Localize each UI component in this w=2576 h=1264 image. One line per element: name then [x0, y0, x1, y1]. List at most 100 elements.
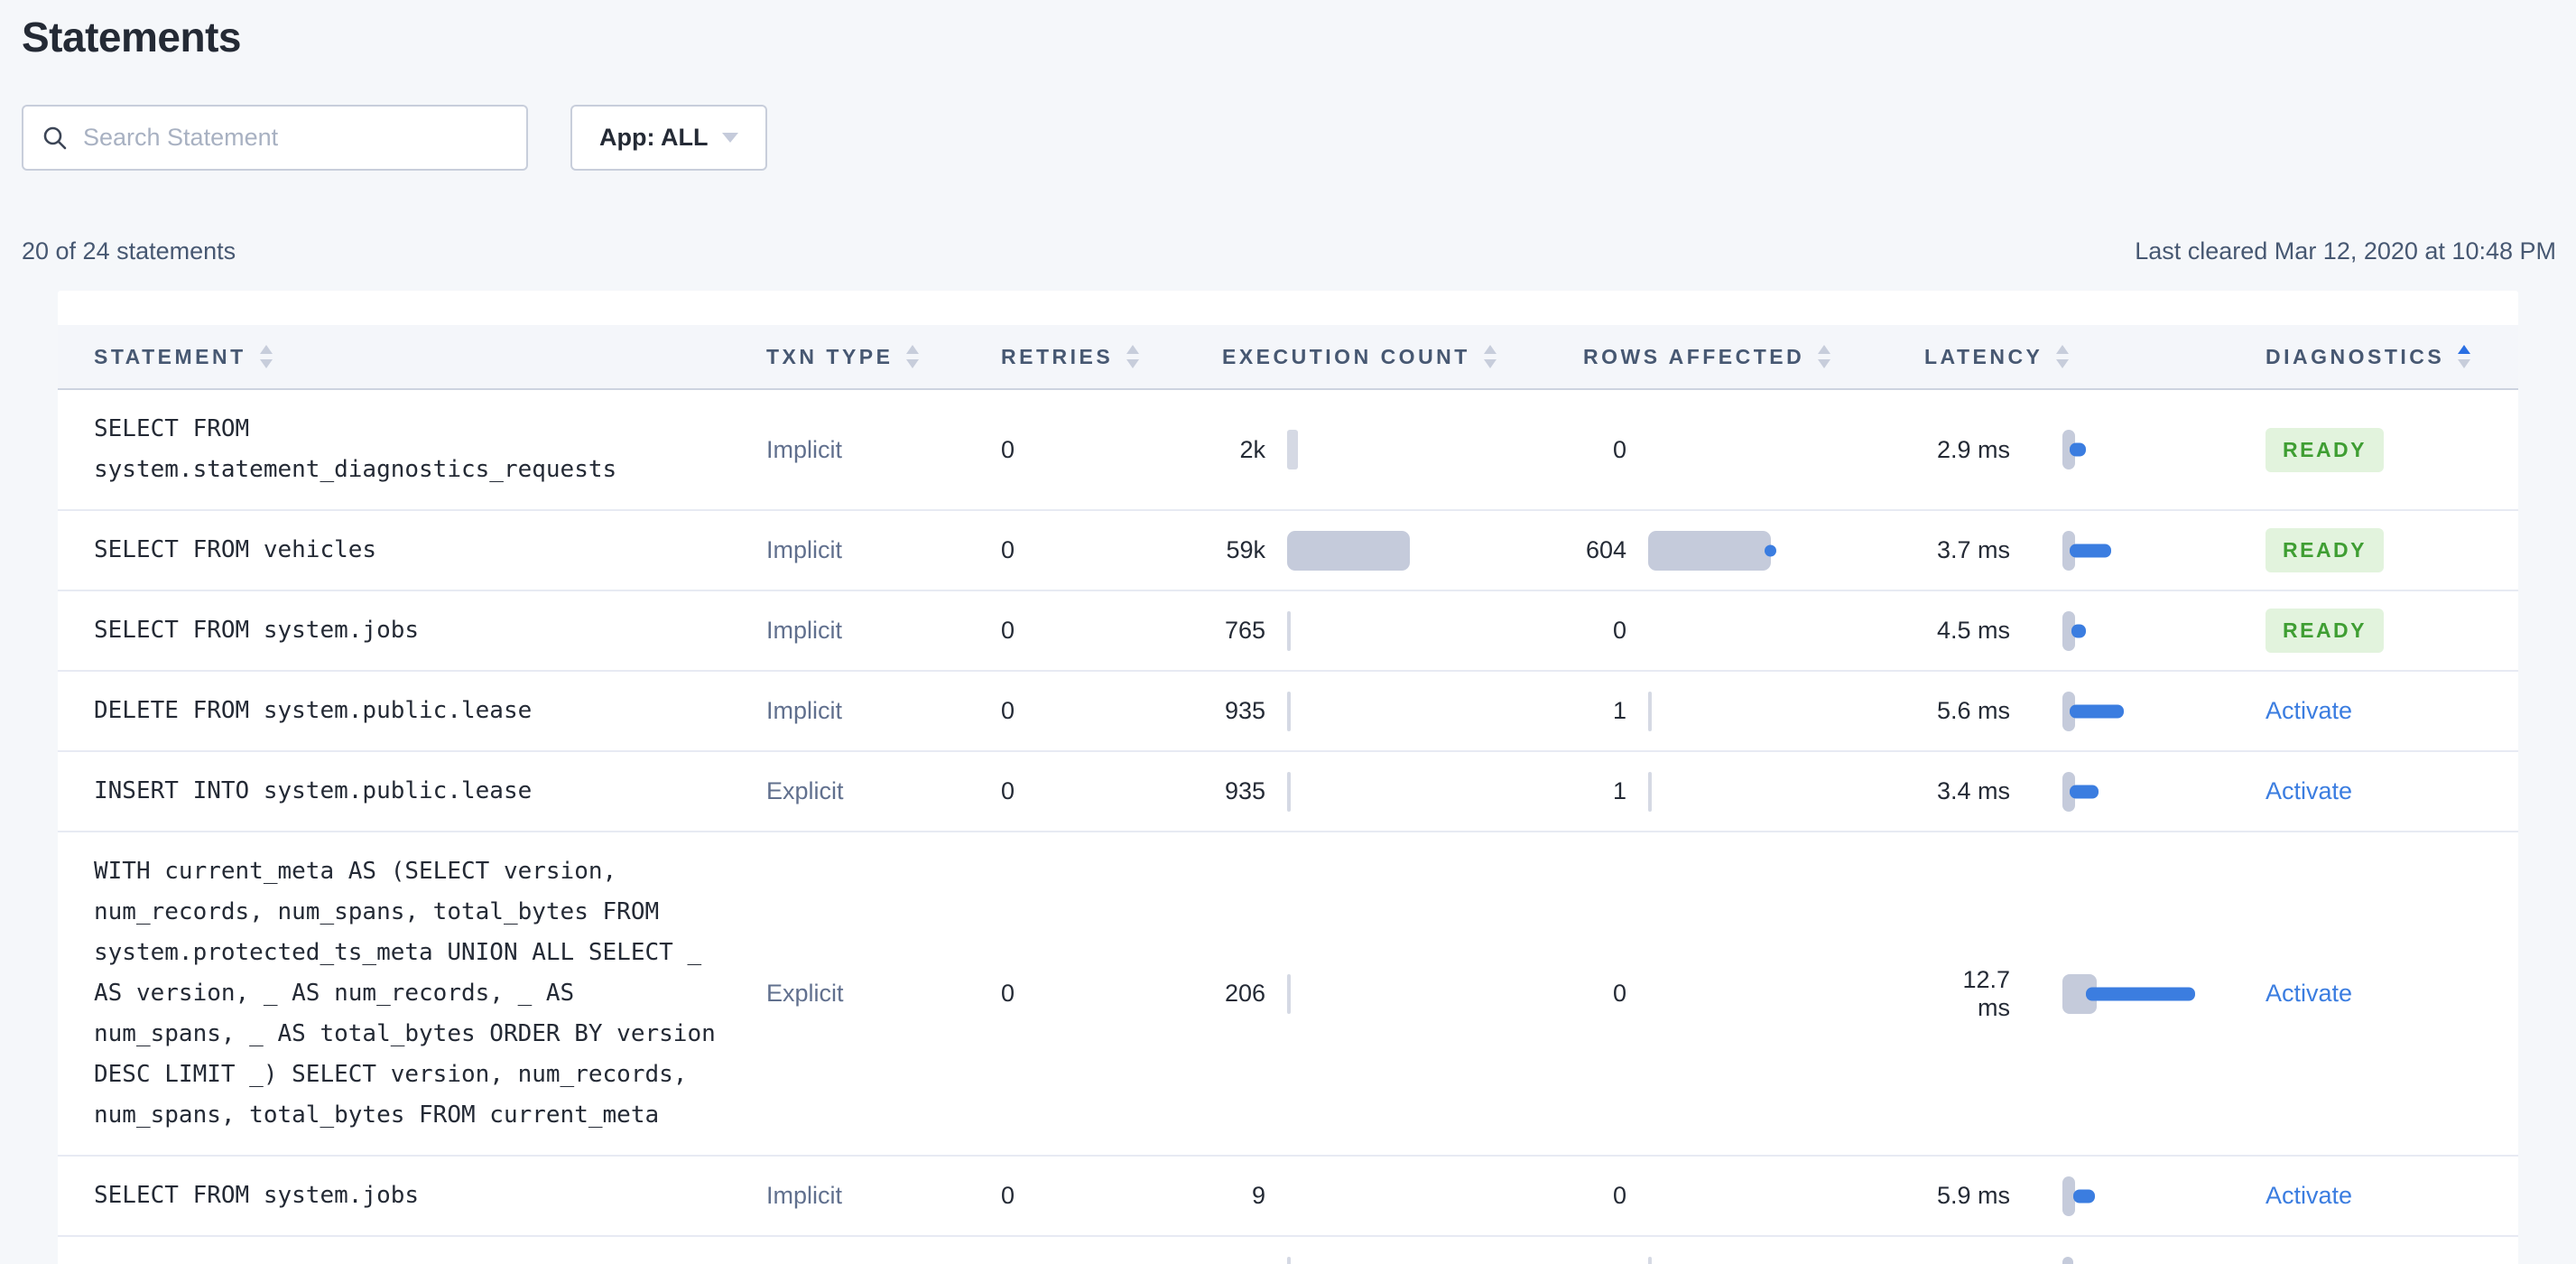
statement-text: INSERT INTO user_promo_codes: [94, 1256, 721, 1264]
column-label: Statement: [94, 344, 246, 368]
latency-bar-chart: [2062, 1255, 2266, 1264]
statement-text: SELECT FROM system.jobs: [94, 1182, 420, 1209]
sort-arrows-icon: [2056, 345, 2070, 368]
column-header-retries[interactable]: Retries: [1001, 345, 1222, 369]
sort-asc-icon: [259, 345, 273, 354]
sort-arrows-icon: [2458, 345, 2471, 368]
diagnostics-cell: READY: [2266, 427, 2518, 472]
app-filter-dropdown[interactable]: App: ALL: [570, 105, 768, 171]
latency-stddev-bar: [2062, 430, 2075, 469]
diagnostics-activate-link[interactable]: Activate: [2266, 777, 2353, 804]
execution-count-bar-chart: [1287, 770, 1583, 813]
execution-count-cell: 59k: [1222, 529, 1583, 572]
latency-cell: 3.7 ms: [1924, 529, 2266, 572]
statement-cell[interactable]: SELECT FROM system.jobs: [58, 591, 766, 670]
table-header-row: Statement Txn Type Retries Execution Count R…: [58, 325, 2518, 390]
table-row: SELECT FROM system.jobs Implicit 0 9 0 5.9 ms…: [58, 1157, 2518, 1237]
diagnostics-cell: Activate: [2266, 1182, 2518, 1210]
page-title: Statements: [22, 14, 241, 60]
table-row: SELECT FROM vehicles Implicit 0 59k 604 3.7 m…: [58, 511, 2518, 591]
search-input[interactable]: [83, 124, 508, 152]
statement-cell[interactable]: INSERT INTO system.public.lease: [58, 752, 766, 831]
execution-count-bar-chart: [1287, 428, 1583, 471]
latency-mean-bar: [2070, 785, 2099, 798]
retries-cell: 0: [1001, 1262, 1222, 1264]
latency-bar-chart: [2062, 428, 2266, 471]
column-header-txn-type[interactable]: Txn Type: [766, 345, 1001, 369]
statement-cell[interactable]: SELECT FROM vehicles: [58, 511, 766, 590]
sort-asc-icon: [1818, 345, 1831, 354]
rows-affected-cell: 0: [1583, 972, 1924, 1016]
column-header-execution-count[interactable]: Execution Count: [1222, 345, 1583, 369]
retries-cell: 0: [1001, 617, 1015, 644]
rows-affected-cell: 1: [1583, 690, 1924, 733]
execution-count-cell: 765: [1222, 609, 1583, 653]
diagnostics-activate-link[interactable]: Activate: [2266, 1182, 2353, 1209]
rows-affected-cell: 1: [1583, 1255, 1924, 1264]
rows-affected-dot: [1765, 544, 1776, 556]
execution-count-cell: 935: [1222, 690, 1583, 733]
sort-arrows-icon: [1818, 345, 1831, 368]
sort-arrows-icon: [1126, 345, 1140, 368]
execution-count-value: 59k: [1226, 536, 1265, 563]
latency-mean-bar: [2070, 704, 2124, 718]
execution-count-bar: [1287, 530, 1410, 571]
diagnostics-activate-link[interactable]: Activate: [2266, 1262, 2352, 1264]
sort-desc-icon: [2056, 359, 2070, 368]
sort-desc-icon: [2458, 359, 2471, 368]
statement-cell[interactable]: SELECT FROM system.jobs: [58, 1157, 766, 1235]
statement-cell[interactable]: WITH current_meta AS (SELECT version, nu…: [58, 832, 766, 1155]
sort-desc-icon: [906, 359, 920, 368]
column-label: Execution Count: [1222, 344, 1470, 368]
diagnostics-ready-badge[interactable]: READY: [2266, 427, 2385, 472]
diagnostics-activate-link[interactable]: Activate: [2266, 980, 2353, 1007]
rows-affected-cell: 604: [1583, 529, 1924, 572]
latency-value: 2.9 ms: [1936, 435, 2010, 463]
statement-text: SELECT FROM system.jobs: [94, 617, 420, 644]
diagnostics-ready-badge[interactable]: READY: [2266, 609, 2385, 653]
diagnostics-ready-badge[interactable]: READY: [2266, 528, 2385, 572]
execution-count-value: 935: [1224, 697, 1265, 724]
statement-text: INSERT INTO system.public.lease: [94, 777, 533, 804]
column-header-rows-affected[interactable]: Rows Affected: [1583, 345, 1924, 369]
latency-cell: 5.9 ms: [1924, 1175, 2266, 1218]
execution-count-bar-chart: [1287, 609, 1583, 653]
table-body: SELECT FROM system.statement_diagnostics…: [58, 390, 2518, 1264]
rows-affected-bar-chart: [1648, 690, 1924, 733]
rows-affected-value: 0: [1612, 1182, 1626, 1209]
statement-cell[interactable]: DELETE FROM system.public.lease: [58, 672, 766, 750]
sort-desc-icon: [1818, 359, 1831, 368]
retries-cell: 0: [1001, 697, 1015, 724]
rows-affected-bar-chart: [1648, 428, 1924, 471]
latency-bar-chart: [2062, 609, 2266, 653]
statements-count: 20 of 24 statements: [22, 237, 236, 265]
latency-stddev-bar: [2062, 530, 2075, 571]
execution-count-bar-chart: [1287, 1175, 1583, 1218]
latency-stddev-bar: [2062, 610, 2075, 651]
latency-cell: 12.7 ms: [1924, 966, 2266, 1022]
latency-value: 5.9 ms: [1936, 1182, 2010, 1209]
statement-cell[interactable]: SELECT FROM system.statement_diagnostics…: [58, 390, 766, 509]
latency-cell: 5.6 ms: [1924, 690, 2266, 733]
diagnostics-activate-link[interactable]: Activate: [2266, 697, 2353, 724]
search-box[interactable]: [22, 105, 528, 171]
txn-type-cell: Implicit: [766, 435, 843, 463]
column-label: Txn Type: [766, 344, 894, 368]
rows-affected-value: 1: [1612, 777, 1626, 804]
column-header-statement[interactable]: Statement: [58, 345, 766, 369]
execution-count-cell: 935: [1222, 770, 1583, 813]
execution-count-bar: [1287, 771, 1291, 812]
table-row: WITH current_meta AS (SELECT version, nu…: [58, 832, 2518, 1157]
column-header-latency[interactable]: Latency: [1924, 345, 2266, 369]
diagnostics-cell: Activate: [2266, 697, 2518, 725]
latency-value: 12.7 ms: [1962, 965, 2010, 1021]
statement-cell[interactable]: INSERT INTO user_promo_codes: [58, 1237, 766, 1264]
latency-value: 1.4 ms: [1924, 1262, 2010, 1264]
retries-cell: 0: [1001, 536, 1015, 563]
column-header-diagnostics[interactable]: Diagnostics: [2266, 345, 2518, 369]
latency-value: 3.4 ms: [1936, 777, 2010, 804]
execution-count-bar: [1287, 610, 1291, 651]
retries-cell: 0: [1001, 980, 1015, 1007]
rows-affected-value: 0: [1612, 435, 1626, 463]
diagnostics-cell: READY: [2266, 609, 2518, 653]
